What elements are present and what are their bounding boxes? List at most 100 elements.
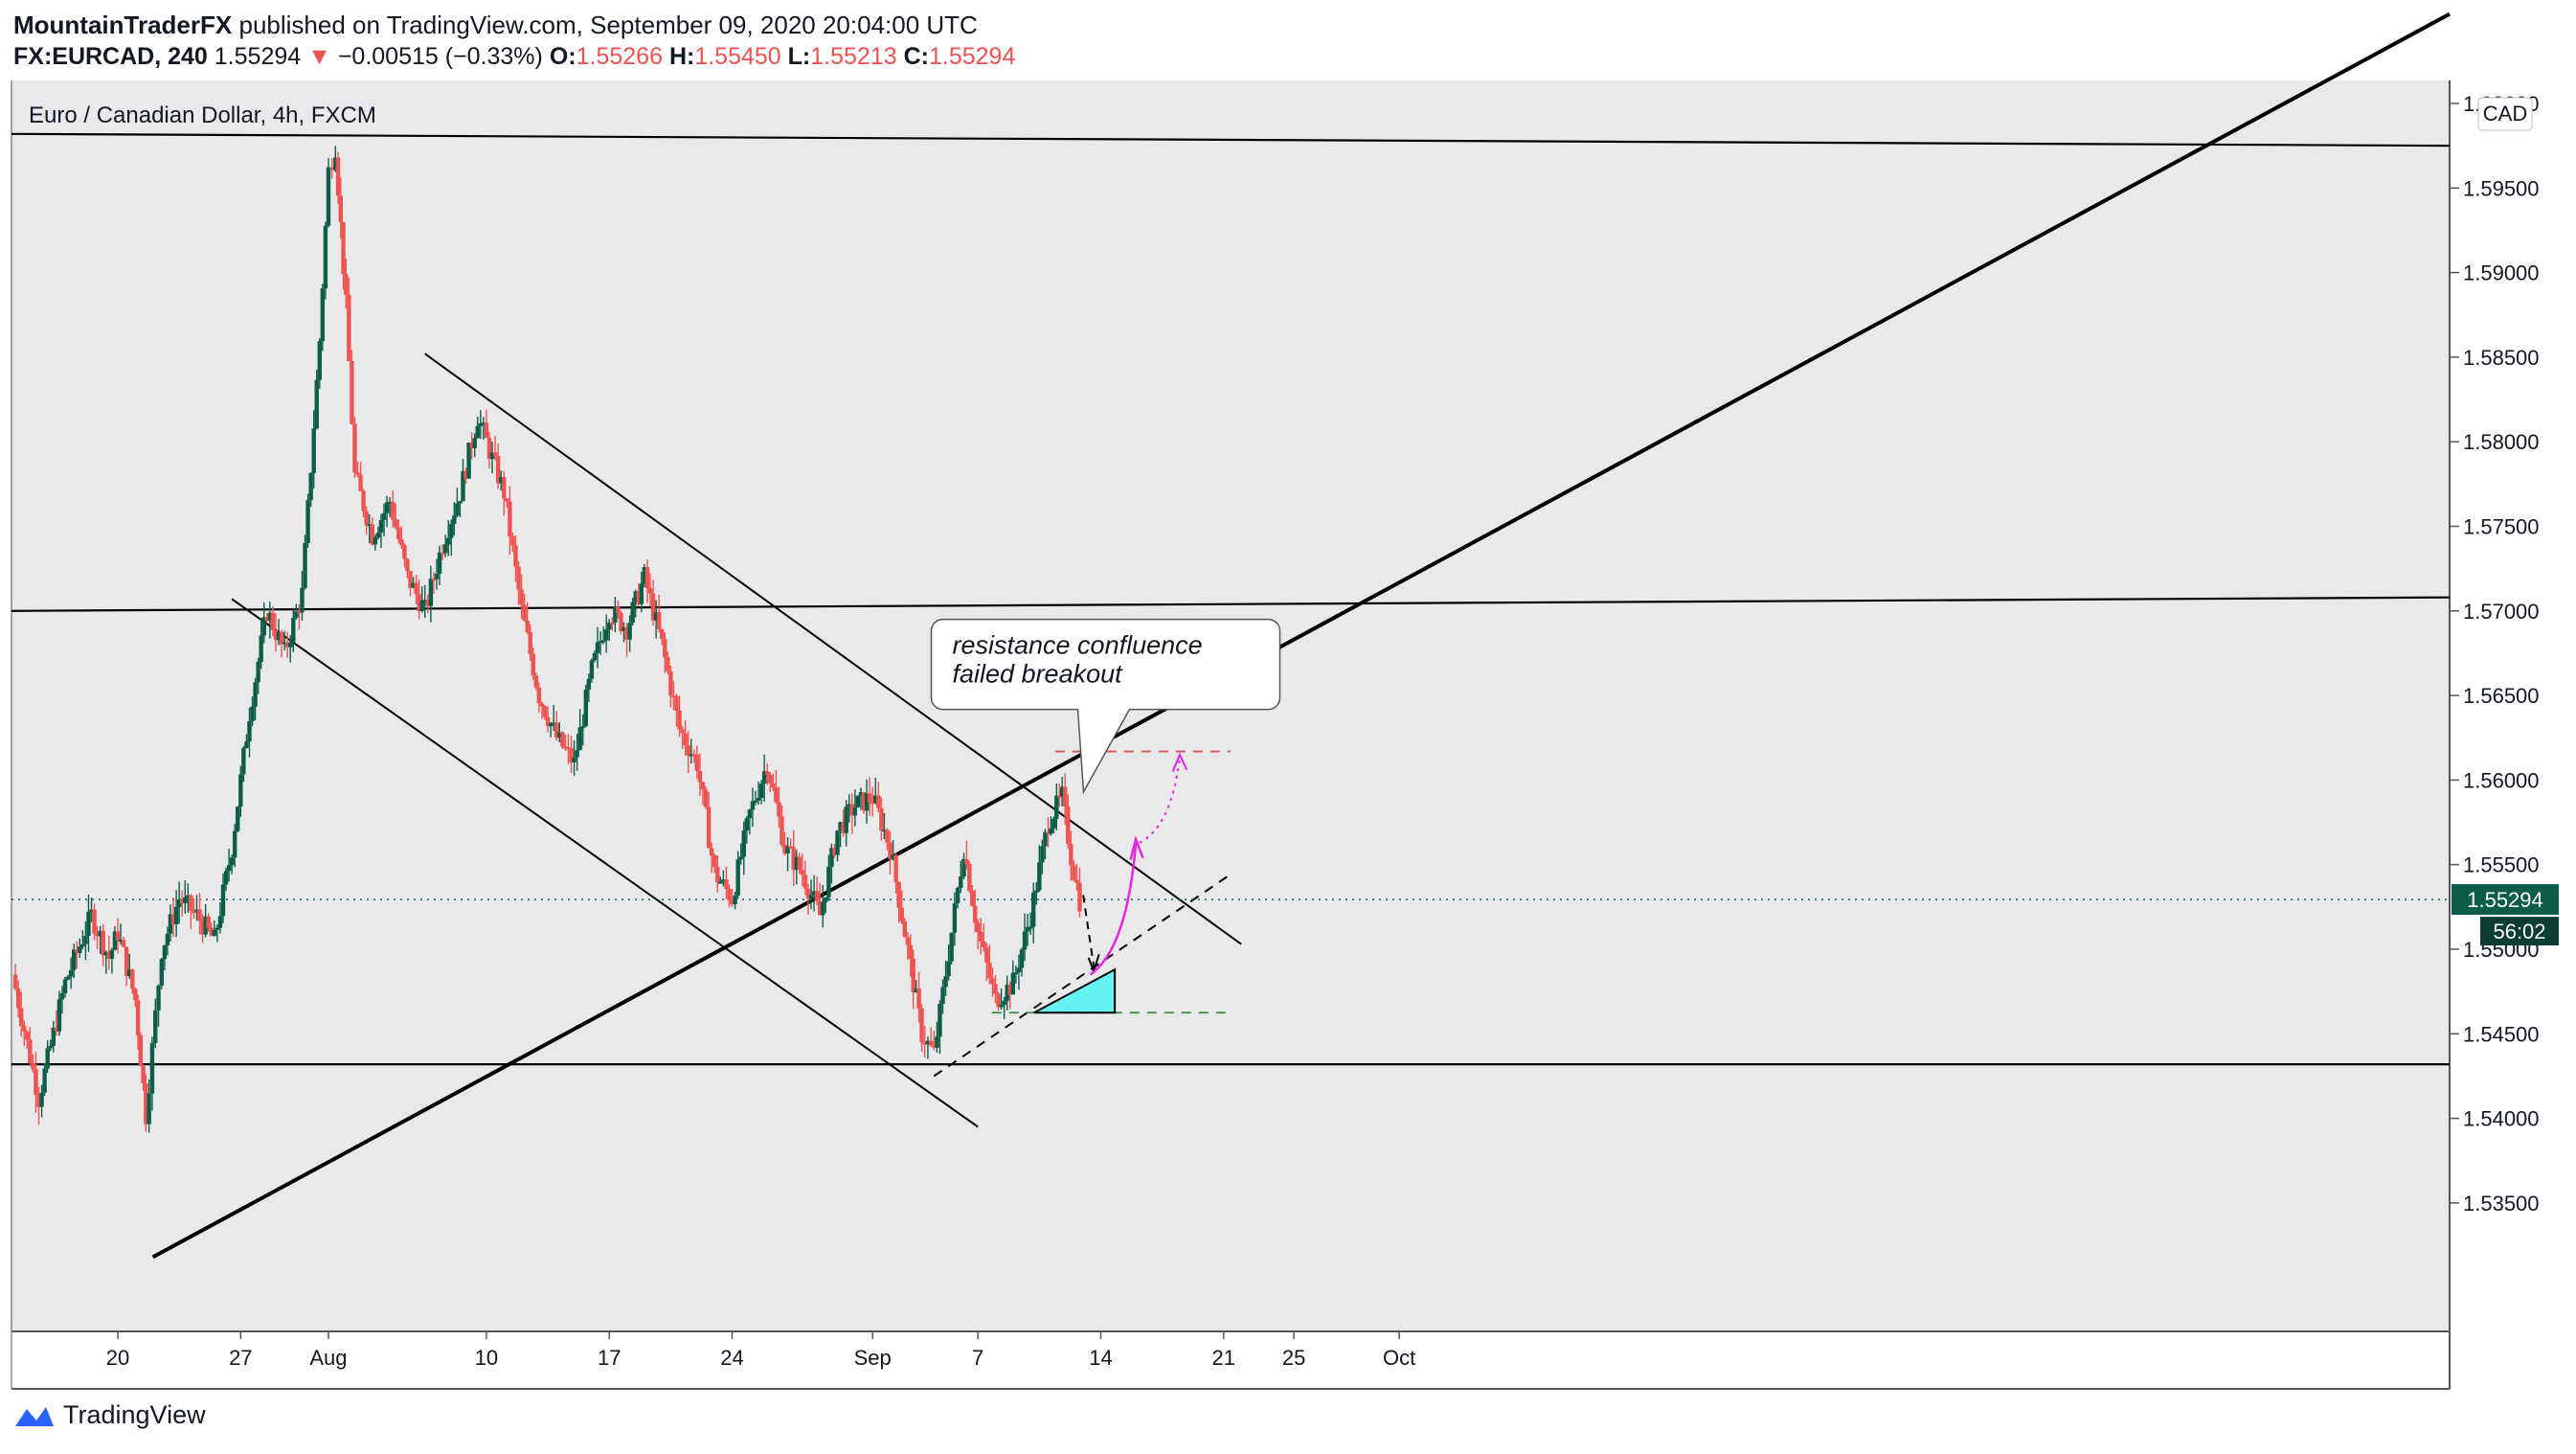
candle-body xyxy=(226,865,232,872)
publish-line: MountainTraderFX published on TradingVie… xyxy=(13,4,978,46)
candle-body xyxy=(703,789,709,807)
candle-body xyxy=(765,771,770,775)
candle-body xyxy=(162,945,168,960)
candle-body xyxy=(370,524,374,545)
price-tick-label: 1.59000 xyxy=(2463,261,2540,285)
candle-body xyxy=(291,618,296,643)
candle-body xyxy=(592,652,598,661)
candle-body xyxy=(510,535,515,546)
candle-body xyxy=(1002,1000,1006,1006)
candle-body xyxy=(89,909,94,912)
candle-body xyxy=(59,993,65,1000)
candle-body xyxy=(83,936,88,944)
candle-body xyxy=(168,914,173,934)
candle-body xyxy=(1051,818,1056,829)
last-price-badge xyxy=(2452,884,2559,916)
candle-body xyxy=(352,423,357,473)
candle-body xyxy=(115,931,121,941)
candle-body xyxy=(170,914,176,925)
candle-body xyxy=(650,593,656,621)
candle-body xyxy=(580,726,585,729)
candle-body xyxy=(1022,931,1028,950)
open-label: O: xyxy=(549,43,576,70)
candle-body xyxy=(378,519,384,534)
candle-body xyxy=(548,723,554,727)
candle-body xyxy=(402,545,407,559)
candle-body xyxy=(642,567,647,584)
time-tick-label: 20 xyxy=(106,1346,129,1370)
candle-body xyxy=(922,1042,927,1045)
candle-body xyxy=(627,623,632,640)
candle-body xyxy=(849,804,855,816)
candle-body xyxy=(458,501,463,504)
candle-body xyxy=(197,909,202,921)
candle-body xyxy=(127,969,132,976)
candle-body xyxy=(536,687,542,704)
candle-body xyxy=(308,473,313,501)
candle-body xyxy=(71,949,77,970)
candle-body xyxy=(98,930,102,937)
candle-body xyxy=(390,501,395,520)
candle-body xyxy=(247,720,252,742)
tradingview-logo[interactable]: TradingView xyxy=(13,1400,206,1430)
candle-body xyxy=(791,847,796,871)
candle-body xyxy=(999,1005,1004,1008)
candle-body xyxy=(466,443,471,479)
candle-body xyxy=(472,438,477,448)
candle-body xyxy=(891,854,895,860)
candle-body xyxy=(15,988,21,1009)
candles xyxy=(12,146,1082,1133)
candle-body xyxy=(86,911,91,937)
down-arrow-icon: ▼ xyxy=(307,43,331,70)
price-axis-area[interactable] xyxy=(2450,80,2565,1331)
candle-body xyxy=(78,946,82,954)
candle-body xyxy=(653,611,659,621)
candle-body xyxy=(821,901,825,916)
price-tick-label: 1.53500 xyxy=(2463,1192,2540,1215)
candle-body xyxy=(297,611,302,614)
candle-body xyxy=(233,830,237,858)
candle-body xyxy=(428,579,434,606)
candle-body xyxy=(180,899,185,904)
candle-body xyxy=(741,830,746,857)
candle-body xyxy=(499,477,504,484)
candle-body xyxy=(572,757,576,762)
candle-body xyxy=(355,472,360,475)
candle-body xyxy=(896,882,901,908)
candle-body xyxy=(852,807,858,816)
candle-body xyxy=(381,512,387,520)
currency-badge[interactable] xyxy=(2477,97,2533,131)
candle-body xyxy=(347,294,351,362)
candle-body xyxy=(879,807,884,831)
candle-body xyxy=(282,642,287,645)
candle-body xyxy=(75,949,79,954)
author-name[interactable]: MountainTraderFX xyxy=(13,11,233,39)
tradingview-logo-icon xyxy=(15,1406,54,1426)
candle-body xyxy=(452,515,457,524)
candle-body xyxy=(314,379,319,429)
candle-body xyxy=(238,774,243,807)
candle-body xyxy=(636,591,641,604)
candle-body xyxy=(209,927,214,937)
candle-body xyxy=(721,879,726,882)
candle-body xyxy=(952,903,958,933)
candle-body xyxy=(600,640,606,643)
candle-body xyxy=(279,632,284,645)
candle-body xyxy=(528,632,532,654)
time-tick-label: 7 xyxy=(972,1346,983,1370)
candle-body xyxy=(399,538,404,546)
candle-body xyxy=(442,544,448,554)
candle-body xyxy=(946,961,951,977)
candle-body xyxy=(250,706,255,721)
candle-body xyxy=(610,623,615,625)
candle-body xyxy=(1037,862,1042,891)
candle-body xyxy=(1028,926,1033,929)
candle-body xyxy=(350,361,354,424)
candle-body xyxy=(940,987,945,1005)
candle-body xyxy=(1054,795,1059,819)
candle-body xyxy=(414,582,418,595)
candle-body xyxy=(367,524,372,527)
candle-body xyxy=(220,884,226,917)
countdown-badge-label: 56:02 xyxy=(2493,920,2545,943)
